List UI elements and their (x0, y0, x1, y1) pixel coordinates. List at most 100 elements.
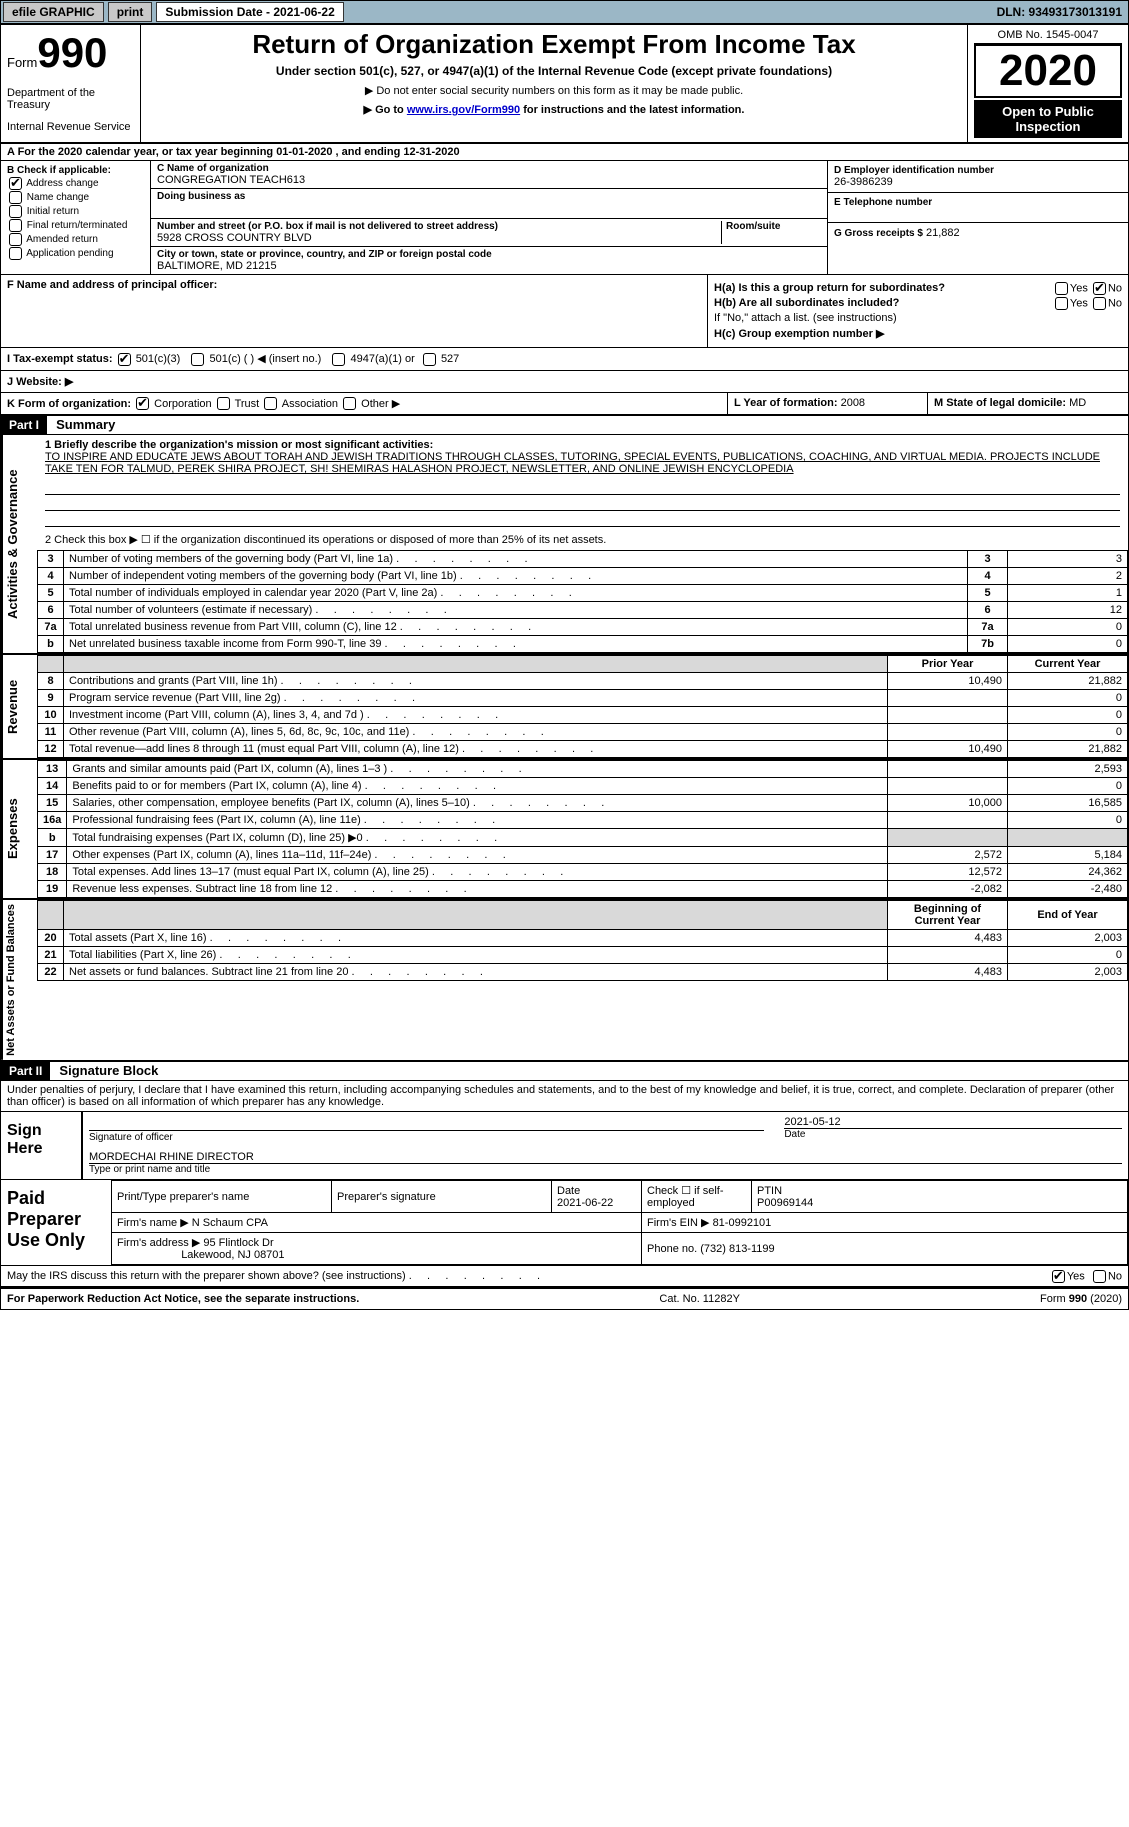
declaration: Under penalties of perjury, I declare th… (1, 1081, 1128, 1112)
l1-text: TO INSPIRE AND EDUCATE JEWS ABOUT TORAH … (45, 451, 1100, 475)
prep-self-employed: Check ☐ if self-employed (642, 1181, 752, 1213)
no-text2: No (1108, 297, 1122, 309)
box-b-title: B Check if applicable: (7, 165, 111, 176)
k-label: K Form of organization: (7, 398, 131, 410)
ha-yes[interactable] (1055, 282, 1068, 295)
title-block: Return of Organization Exempt From Incom… (141, 25, 968, 142)
line-text: Net unrelated business taxable income fr… (64, 636, 968, 653)
org-city: BALTIMORE, MD 21215 (157, 260, 821, 272)
footer-form-pre: Form (1040, 1293, 1069, 1305)
sig-name-value: MORDECHAI RHINE DIRECTOR (89, 1151, 1122, 1163)
lineno: 12 (38, 741, 64, 758)
line-text: Salaries, other compensation, employee b… (67, 795, 888, 812)
hb-no[interactable] (1093, 297, 1106, 310)
current-value: 0 (1008, 690, 1128, 707)
netassets-table: Beginning of Current YearEnd of Year20 T… (37, 900, 1128, 981)
lineno: 14 (38, 778, 67, 795)
current-value: 21,882 (1008, 673, 1128, 690)
current-value: 0 (1008, 707, 1128, 724)
line-text: Professional fundraising fees (Part IX, … (67, 812, 888, 829)
gross-receipts-value: 21,882 (926, 227, 960, 239)
print-button[interactable]: print (108, 2, 153, 22)
firm-ein: 81-0992101 (713, 1217, 772, 1229)
te-501c3: 501(c)(3) (136, 353, 181, 365)
firm-addr: 95 Flintlock Dr (203, 1237, 273, 1249)
k-trust: Trust (235, 398, 260, 410)
hb-yes[interactable] (1055, 297, 1068, 310)
check-amended[interactable]: Amended return (7, 233, 144, 246)
side-activities: Activities & Governance (1, 435, 37, 653)
lineno: 5 (38, 585, 64, 602)
line-text: Benefits paid to or for members (Part IX… (67, 778, 888, 795)
part1-title: Summary (50, 415, 121, 434)
lineno: 8 (38, 673, 64, 690)
line1-mission: 1 Briefly describe the organization's mi… (37, 435, 1128, 479)
part2-title: Signature Block (53, 1061, 164, 1080)
footer-cat: Cat. No. 11282Y (659, 1293, 740, 1305)
ha-no[interactable] (1093, 282, 1106, 295)
check-corp[interactable] (136, 397, 149, 410)
check-final-return[interactable]: Final return/terminated (7, 219, 144, 232)
discuss-text: May the IRS discuss this return with the… (7, 1270, 540, 1282)
cb-label-4: Amended return (26, 234, 98, 245)
col-current: Current Year (1008, 656, 1128, 673)
prior-value (888, 778, 1008, 795)
col-prior: Prior Year (888, 656, 1008, 673)
line-text: Grants and similar amounts paid (Part IX… (67, 761, 888, 778)
sign-here-label: Sign Here (1, 1112, 81, 1179)
check-trust[interactable] (217, 397, 230, 410)
lineno: 21 (38, 947, 64, 964)
box-c: C Name of organization CONGREGATION TEAC… (151, 161, 828, 274)
check-assoc[interactable] (264, 397, 277, 410)
check-address-change[interactable]: Address change (7, 177, 144, 190)
prior-value (888, 761, 1008, 778)
row-m: M State of legal domicile: MD (928, 393, 1128, 415)
check-app-pending[interactable]: Application pending (7, 247, 144, 260)
form990-link[interactable]: www.irs.gov/Form990 (407, 104, 520, 116)
prior-value (888, 812, 1008, 829)
line-text: Total expenses. Add lines 13–17 (must eq… (67, 864, 888, 881)
check-527[interactable] (423, 353, 436, 366)
check-501c[interactable] (191, 353, 204, 366)
current-value (1008, 829, 1128, 847)
check-name-change[interactable]: Name change (7, 191, 144, 204)
firm-name: N Schaum CPA (192, 1217, 268, 1229)
prior-value (888, 724, 1008, 741)
hb-note: If "No," attach a list. (see instruction… (714, 312, 1122, 324)
lineno: 13 (38, 761, 67, 778)
footer-form: 990 (1069, 1293, 1087, 1305)
check-4947[interactable] (332, 353, 345, 366)
line-text: Total revenue—add lines 8 through 11 (mu… (64, 741, 888, 758)
box-b: B Check if applicable: Address change Na… (1, 161, 151, 274)
footer: For Paperwork Reduction Act Notice, see … (1, 1288, 1128, 1309)
org-name: CONGREGATION TEACH613 (157, 174, 821, 186)
ein-label: D Employer identification number (834, 165, 1122, 176)
discuss-no[interactable] (1093, 1270, 1106, 1283)
blank-line (45, 481, 1120, 495)
check-501c3[interactable] (118, 353, 131, 366)
sig-officer-label: Signature of officer (89, 1132, 173, 1143)
paid-preparer-label: Paid Preparer Use Only (1, 1180, 111, 1265)
tax-year: 2020 (974, 44, 1122, 98)
m-value: MD (1069, 397, 1086, 409)
gross-receipts-label: G Gross receipts $ (834, 228, 923, 239)
line-text: Total number of individuals employed in … (64, 585, 968, 602)
check-initial-return[interactable]: Initial return (7, 205, 144, 218)
form-subtitle: Under section 501(c), 527, or 4947(a)(1)… (147, 64, 961, 78)
form-label: Form (7, 55, 37, 70)
line-text: Investment income (Part VIII, column (A)… (64, 707, 888, 724)
prior-value (888, 707, 1008, 724)
discuss-yes-text: Yes (1067, 1270, 1085, 1282)
discuss-row: May the IRS discuss this return with the… (1, 1266, 1128, 1288)
ptin-label: PTIN (757, 1185, 782, 1197)
topbar: efile GRAPHIC print Submission Date - 20… (0, 0, 1129, 24)
line-text: Other revenue (Part VIII, column (A), li… (64, 724, 888, 741)
efile-button[interactable]: efile GRAPHIC (3, 2, 104, 22)
current-value: 21,882 (1008, 741, 1128, 758)
discuss-yes[interactable] (1052, 1270, 1065, 1283)
check-other[interactable] (343, 397, 356, 410)
prep-date-label: Date (557, 1185, 580, 1197)
governance-table: 3 Number of voting members of the govern… (37, 550, 1128, 653)
org-name-label: C Name of organization (157, 163, 821, 174)
lineno: 3 (38, 551, 64, 568)
